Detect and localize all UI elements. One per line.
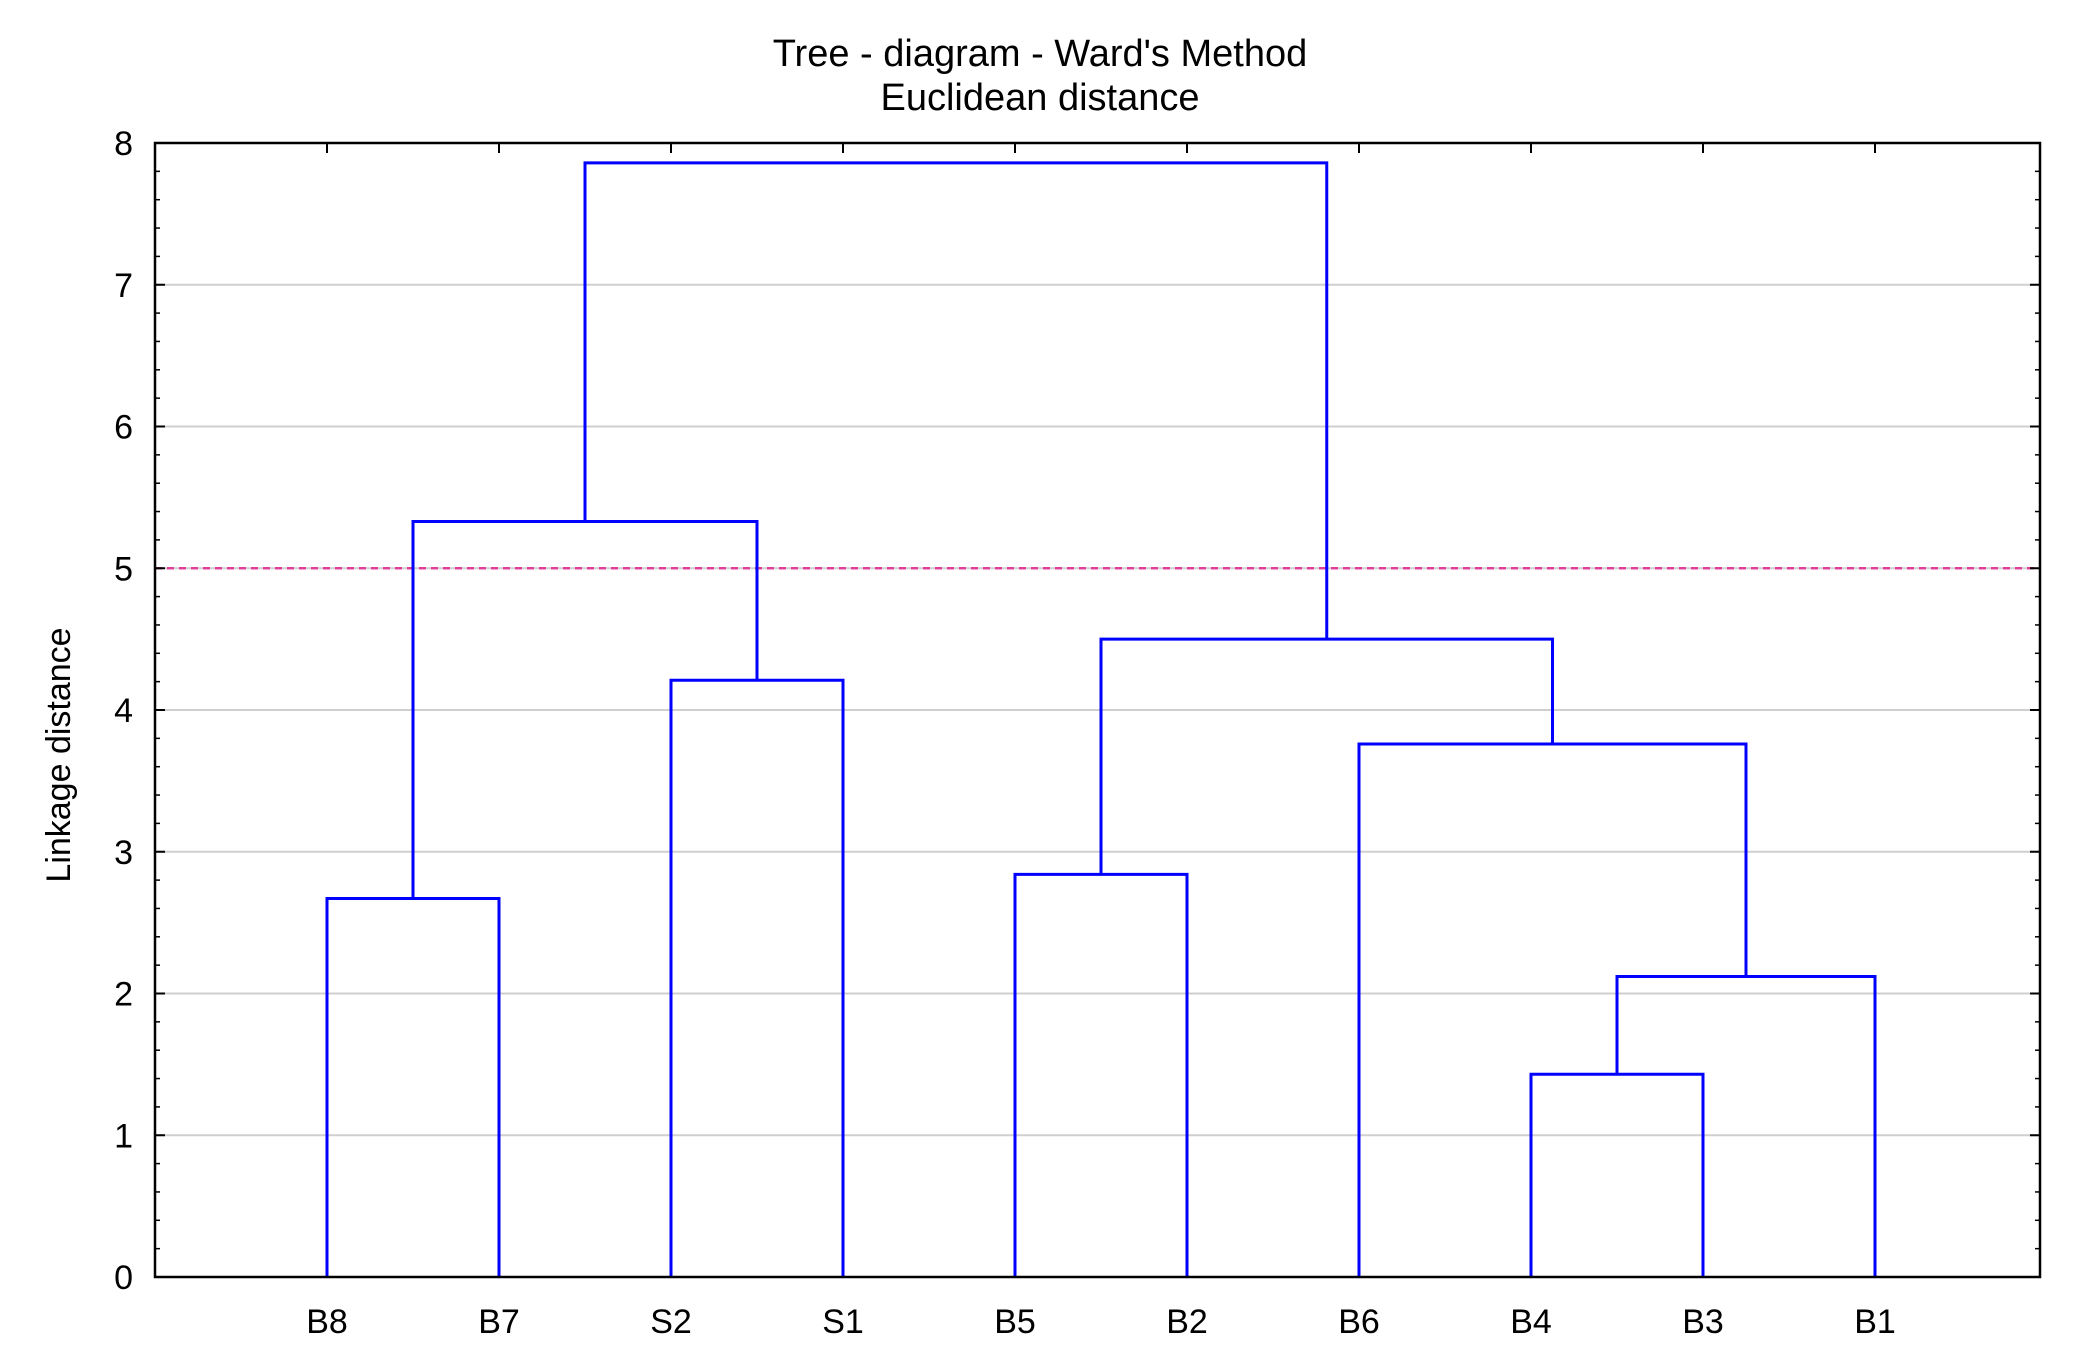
y-tick-label: 6: [114, 409, 133, 447]
y-tick-label: 8: [114, 125, 133, 163]
x-tick-label: S1: [822, 1303, 864, 1341]
dendrogram-link: [325, 897, 501, 1277]
x-tick-label: B6: [1338, 1303, 1380, 1341]
x-tick-label: B2: [1166, 1303, 1208, 1341]
y-tick-label: 0: [114, 1259, 133, 1297]
y-tick-label: 7: [114, 267, 133, 305]
dendrogram-link: [1357, 742, 1748, 1277]
tree-layer: [325, 161, 1877, 1277]
x-tick-label: B4: [1510, 1303, 1552, 1341]
grid-layer: [155, 283, 2040, 1137]
dendrogram-link: [1013, 872, 1189, 1277]
dendrogram-link: [669, 678, 845, 1277]
axis-layer: 0 1 2 3 4 5 6 7 8 B8 B7 S2 S1 B5 B2 B6 B4 B3 B1: [114, 125, 2042, 1341]
dendrogram-link: [1615, 974, 1877, 1277]
chart-title: Tree - diagram - Ward's Method: [773, 33, 1308, 75]
x-tick-label: S2: [650, 1303, 692, 1341]
dendrogram-link: [1099, 637, 1554, 875]
x-tick-label: B5: [994, 1303, 1036, 1341]
dendrogram-link: [583, 161, 1329, 640]
y-tick-label: 1: [114, 1117, 133, 1155]
chart-subtitle: Euclidean distance: [881, 77, 1200, 119]
y-tick-label: 2: [114, 976, 133, 1014]
x-tick-label: B1: [1854, 1303, 1896, 1341]
y-axis-label: Linkage distance: [40, 627, 78, 882]
x-tick-label: B8: [306, 1303, 348, 1341]
dendrogram-link: [1529, 1072, 1705, 1277]
x-tick-label: B7: [478, 1303, 520, 1341]
x-tick-label: B3: [1682, 1303, 1724, 1341]
y-tick-label: 4: [114, 692, 133, 730]
plot-frame: [153, 141, 2042, 1279]
y-tick-label: 5: [114, 550, 133, 588]
y-tick-label: 3: [114, 834, 133, 872]
